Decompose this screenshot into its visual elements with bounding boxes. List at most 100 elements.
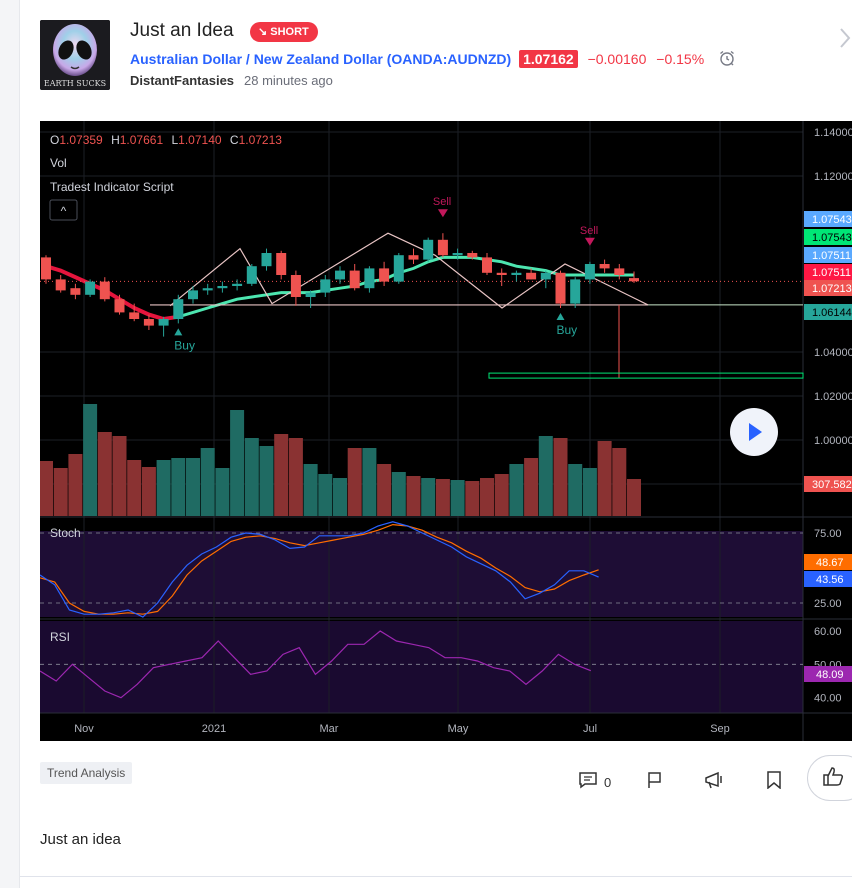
candle-body bbox=[70, 288, 81, 295]
candle-body bbox=[143, 319, 154, 326]
volume-bar bbox=[362, 448, 377, 516]
volume-bar bbox=[582, 468, 597, 516]
candle-body bbox=[55, 279, 66, 291]
script-legend: Tradest Indicator Script bbox=[50, 180, 174, 194]
volume-bar bbox=[230, 410, 245, 516]
flag-button[interactable] bbox=[646, 771, 664, 794]
price-label-text: 1.07511 bbox=[812, 267, 851, 279]
volume-bar bbox=[83, 404, 98, 516]
symbol-name-link[interactable]: Australian Dollar / New Zealand Dollar bbox=[130, 51, 383, 67]
x-tick-label: Mar bbox=[320, 723, 339, 735]
stoch-legend: Stoch bbox=[50, 526, 81, 540]
rsi-tick-label: 40.00 bbox=[814, 693, 842, 705]
tag-trend-analysis[interactable]: Trend Analysis bbox=[40, 762, 133, 784]
buy-arrow-icon bbox=[174, 328, 183, 336]
buy-signal-label: Buy bbox=[557, 323, 578, 337]
bookmark-button[interactable] bbox=[766, 771, 782, 794]
volume-bar bbox=[347, 448, 362, 516]
candle-body bbox=[511, 272, 522, 275]
candle-body bbox=[570, 279, 581, 304]
idea-card: EARTH SUCKS Just an Idea ↘ SHORT Austral… bbox=[20, 0, 852, 888]
price-label-text: 1.07213 bbox=[812, 283, 852, 295]
symbol-ticker-link[interactable]: OANDA:AUDNZD bbox=[391, 51, 507, 67]
candle-body bbox=[99, 281, 110, 300]
volume-bar bbox=[421, 478, 436, 516]
y-tick-label: 1.00000 bbox=[814, 435, 852, 447]
x-tick-label: Jul bbox=[583, 723, 597, 735]
candle-body bbox=[496, 272, 507, 275]
author-avatar[interactable]: EARTH SUCKS bbox=[40, 20, 110, 90]
ohlc-low: 1.07140 bbox=[178, 133, 222, 147]
candle-body bbox=[232, 283, 243, 286]
stoch-k-value-box bbox=[804, 571, 852, 587]
candle-body bbox=[526, 272, 537, 280]
alert-clock-icon[interactable] bbox=[718, 49, 736, 70]
volume-bar bbox=[141, 467, 156, 516]
x-tick-label: 2021 bbox=[202, 723, 226, 735]
y-tick-label: 1.04000 bbox=[814, 347, 852, 359]
volume-bar bbox=[53, 468, 68, 516]
comments-button[interactable]: 0 bbox=[578, 771, 611, 794]
candle-body bbox=[423, 239, 434, 260]
share-button[interactable] bbox=[704, 771, 724, 794]
sell-arrow-icon bbox=[437, 209, 448, 218]
post-time: 28 minutes ago bbox=[244, 73, 333, 88]
pattern-outline bbox=[169, 232, 649, 309]
candle-body bbox=[276, 253, 287, 275]
candle-body bbox=[188, 290, 198, 300]
price-change: −0.00160 bbox=[587, 51, 647, 67]
symbol-ticker-wrap: (OANDA:AUDNZD) bbox=[386, 51, 512, 67]
volume-bar bbox=[612, 448, 627, 516]
volume-bar bbox=[509, 464, 524, 516]
chevron-right-icon[interactable] bbox=[838, 26, 852, 55]
candle-body bbox=[202, 288, 213, 291]
price-label-box bbox=[804, 304, 852, 320]
volume-bar bbox=[274, 434, 289, 516]
like-button[interactable] bbox=[807, 755, 852, 801]
ema-line-red bbox=[45, 264, 179, 322]
volume-bar bbox=[97, 432, 112, 516]
candle-body bbox=[540, 272, 551, 280]
volume-bar bbox=[377, 464, 392, 516]
flag-icon bbox=[646, 771, 664, 794]
comment-icon bbox=[578, 771, 598, 794]
symbol-line: Australian Dollar / New Zealand Dollar (… bbox=[130, 49, 736, 70]
price-label-box bbox=[804, 229, 852, 245]
ohlc-h-label: H bbox=[111, 133, 120, 147]
candle-body bbox=[217, 286, 228, 289]
author-name-link[interactable]: DistantFantasies bbox=[130, 73, 235, 88]
vol-legend: Vol bbox=[50, 156, 67, 170]
collapse-legend-glyph: ^ bbox=[61, 204, 67, 218]
y-tick-label: 1.12000 bbox=[814, 171, 852, 183]
ohlc-close: 1.07213 bbox=[239, 133, 283, 147]
volume-bar bbox=[480, 478, 494, 516]
volume-label-text: 307.582 bbox=[812, 479, 852, 491]
stoch-d-value-box bbox=[804, 554, 852, 570]
price-change-percent: −0.15% bbox=[656, 51, 705, 67]
play-button[interactable] bbox=[730, 408, 778, 456]
volume-bar bbox=[156, 460, 171, 516]
candle-body bbox=[379, 268, 390, 282]
candle-body bbox=[467, 253, 478, 258]
candle-body bbox=[364, 268, 375, 289]
volume-bar bbox=[465, 481, 480, 516]
ohlc-o-label: O bbox=[50, 133, 59, 147]
collapse-legend-button[interactable]: ^ bbox=[49, 199, 78, 221]
volume-bar bbox=[127, 460, 142, 516]
rsi-line bbox=[40, 630, 592, 699]
x-tick-label: Sep bbox=[710, 723, 730, 735]
chart-area[interactable]: Buy Sell Buy Sell 75.00 25.00 48.67 43.56 60.0… bbox=[40, 121, 852, 741]
rsi-legend: RSI bbox=[50, 630, 70, 644]
candle-body bbox=[129, 312, 140, 319]
price-label-box bbox=[804, 280, 852, 296]
volume-bar bbox=[568, 464, 583, 516]
idea-title[interactable]: Just an Idea bbox=[130, 20, 234, 41]
stoch-band bbox=[40, 531, 803, 617]
left-sidebar-edge bbox=[0, 0, 20, 888]
volume-bar bbox=[494, 474, 509, 516]
volume-bar bbox=[215, 468, 230, 516]
ohlc-c-label: C bbox=[230, 133, 239, 147]
stoch-k-value: 43.56 bbox=[816, 574, 844, 586]
buy-arrow-icon bbox=[556, 313, 565, 320]
